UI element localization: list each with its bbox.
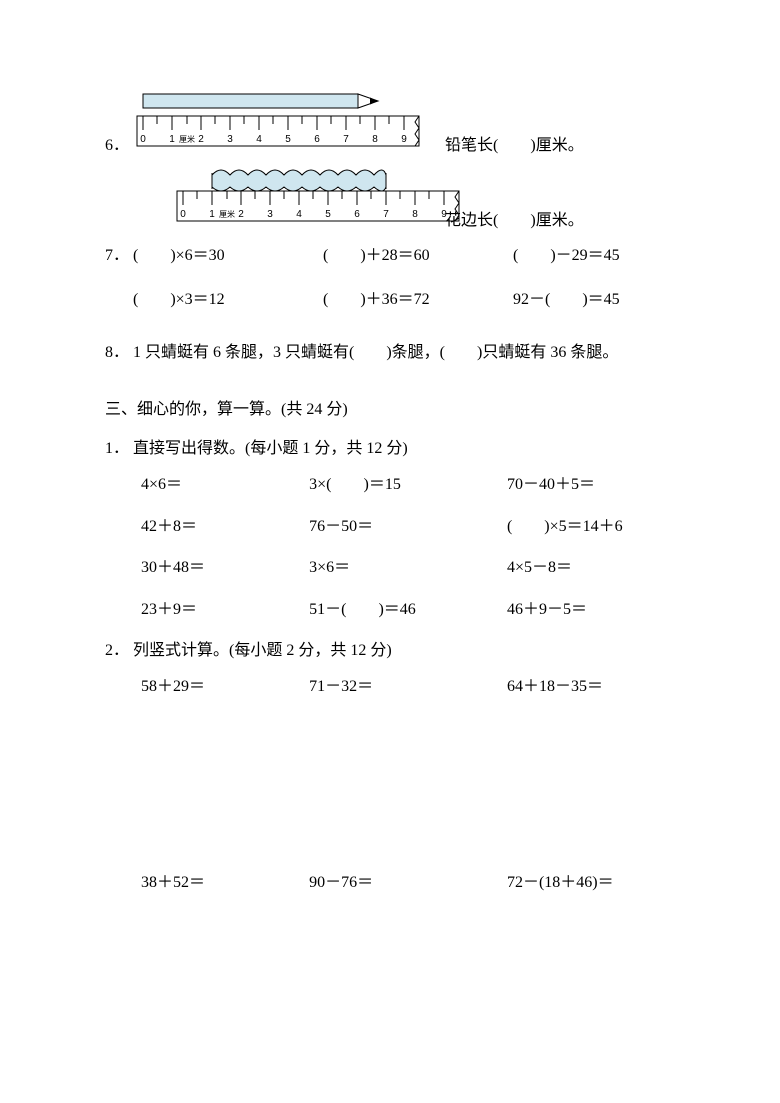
lace-top-scallop (212, 170, 386, 175)
svg-text:8: 8 (372, 134, 378, 145)
vert-eq: 90－76＝ (309, 870, 507, 896)
sec3-sub1-number: 1． (105, 436, 133, 462)
q7-eq: ( )＋28＝60 (323, 243, 513, 269)
q8: 8． 1 只蜻蜓有 6 条腿，3 只蜻蜓有( )条腿，( )只蜻蜓有 36 条腿… (105, 334, 685, 372)
q6-lace-before: 花边长( (445, 212, 498, 229)
q6-lace-after: )厘米。 (530, 212, 583, 229)
q6-pencil-after: )厘米。 (530, 137, 583, 154)
q6-number: 6． (105, 133, 133, 159)
svg-text:4: 4 (256, 134, 262, 145)
sec3-sub2-number: 2． (105, 638, 133, 664)
calc-eq: 23＋9＝ (141, 597, 309, 623)
svg-text:5: 5 (285, 134, 291, 145)
pencil-ruler-svg: 0 1 厘米 2 3 4 5 (133, 90, 423, 150)
calc-eq: 3×( )＝15 (309, 472, 507, 498)
svg-text:7: 7 (343, 134, 349, 145)
vert-eq: 71－32＝ (309, 674, 507, 700)
q6-lace-blank (498, 208, 530, 234)
svg-text:7: 7 (383, 209, 389, 220)
pencil-ruler-diagram: 0 1 厘米 2 3 4 5 (133, 90, 423, 159)
calc-eq: 76－50＝ (309, 514, 507, 540)
calc-eq: 3×6＝ (309, 555, 507, 581)
q7-row-1: ( )×6＝30 ( )＋28＝60 ( )－29＝45 (133, 243, 703, 269)
sec3-sub2-title: 列竖式计算。(每小题 2 分，共 12 分) (133, 638, 392, 664)
svg-text:9: 9 (401, 134, 407, 145)
svg-text:8: 8 (412, 209, 418, 220)
q7-eq: 92－( )＝45 (513, 287, 703, 313)
page: 6． 0 1 厘米 (0, 0, 780, 895)
vert-eq: 72－(18＋46)＝ (507, 870, 685, 896)
svg-text:厘米: 厘米 (219, 209, 235, 219)
calc-eq: 70－40＋5＝ (507, 472, 685, 498)
lace-ruler-diagram: 0 1 厘米 2 3 4 5 6 7 8 (173, 165, 463, 234)
calc-eq: 4×6＝ (141, 472, 309, 498)
q6-pencil-row: 6． 0 1 厘米 (105, 90, 685, 159)
svg-text:2: 2 (198, 134, 204, 145)
calc-row: 4×6＝ 3×( )＝15 70－40＋5＝ (141, 472, 685, 498)
svg-text:1: 1 (169, 134, 175, 145)
lace-bottom-scallop (212, 187, 386, 191)
pencil-lead (370, 98, 378, 105)
svg-text:4: 4 (296, 209, 302, 220)
svg-text:1: 1 (209, 209, 215, 220)
svg-text:6: 6 (354, 209, 360, 220)
q6-pencil-blank (498, 133, 530, 159)
vert-row-2: 38＋52＝ 90－76＝ 72－(18＋46)＝ (141, 870, 685, 896)
q7-eq: ( )＋36＝72 (323, 287, 513, 313)
svg-text:5: 5 (325, 209, 331, 220)
lace-ruler-svg: 0 1 厘米 2 3 4 5 6 7 8 (173, 165, 463, 225)
svg-text:厘米: 厘米 (179, 134, 195, 144)
q6-pencil-before: 铅笔长( (445, 137, 498, 154)
calc-eq: 42＋8＝ (141, 514, 309, 540)
calc-eq: 46＋9－5＝ (507, 597, 685, 623)
vert-eq: 64＋18－35＝ (507, 674, 685, 700)
vert-eq: 58＋29＝ (141, 674, 309, 700)
svg-text:0: 0 (140, 134, 146, 145)
q7-row-2: ( )×3＝12 ( )＋36＝72 92－( )＝45 (133, 287, 703, 313)
calc-eq: ( )×5＝14＋6 (507, 514, 685, 540)
sec3-sub1-title: 直接写出得数。(每小题 1 分，共 12 分) (133, 436, 408, 462)
svg-text:0: 0 (180, 209, 186, 220)
svg-text:6: 6 (314, 134, 320, 145)
q7: 7． ( )×6＝30 ( )＋28＝60 ( )－29＝45 ( )×3＝12… (105, 243, 685, 330)
workspace-gap (141, 700, 685, 870)
calc-eq: 51－( )＝46 (309, 597, 507, 623)
calc-row: 30＋48＝ 3×6＝ 4×5－8＝ (141, 555, 685, 581)
calc-row: 23＋9＝ 51－( )＝46 46＋9－5＝ (141, 597, 685, 623)
sec3-sub2-grid: 58＋29＝ 71－32＝ 64＋18－35＝ 38＋52＝ 90－76＝ 72… (141, 674, 685, 895)
calc-row: 42＋8＝ 76－50＝ ( )×5＝14＋6 (141, 514, 685, 540)
svg-text:3: 3 (267, 209, 273, 220)
q8-number: 8． (105, 334, 133, 372)
lace-body (212, 175, 386, 187)
q8-text: 1 只蜻蜓有 6 条腿，3 只蜻蜓有( )条腿，( )只蜻蜓有 36 条腿。 (133, 334, 685, 372)
sec3-sub1-grid: 4×6＝ 3×( )＝15 70－40＋5＝ 42＋8＝ 76－50＝ ( )×… (141, 472, 685, 622)
q6-lace-row: 0 1 厘米 2 3 4 5 6 7 8 (105, 165, 685, 234)
svg-text:2: 2 (238, 209, 244, 220)
sec3-sub1: 1． 直接写出得数。(每小题 1 分，共 12 分) (105, 436, 685, 462)
vert-eq: 38＋52＝ (141, 870, 309, 896)
pencil-body (143, 94, 358, 108)
q6-lace-text: 花边长( )厘米。 (445, 208, 584, 234)
q7-number: 7． (105, 243, 133, 330)
q7-eq: ( )－29＝45 (513, 243, 703, 269)
svg-text:3: 3 (227, 134, 233, 145)
q7-eq: ( )×6＝30 (133, 243, 323, 269)
vert-row-1: 58＋29＝ 71－32＝ 64＋18－35＝ (141, 674, 685, 700)
q6-pencil-text: 铅笔长( )厘米。 (445, 133, 584, 159)
calc-eq: 4×5－8＝ (507, 555, 685, 581)
q7-eq: ( )×3＝12 (133, 287, 323, 313)
sec3-sub2: 2． 列竖式计算。(每小题 2 分，共 12 分) (105, 638, 685, 664)
calc-eq: 30＋48＝ (141, 555, 309, 581)
section-3-title: 三、细心的你，算一算。(共 24 分) (105, 397, 685, 423)
